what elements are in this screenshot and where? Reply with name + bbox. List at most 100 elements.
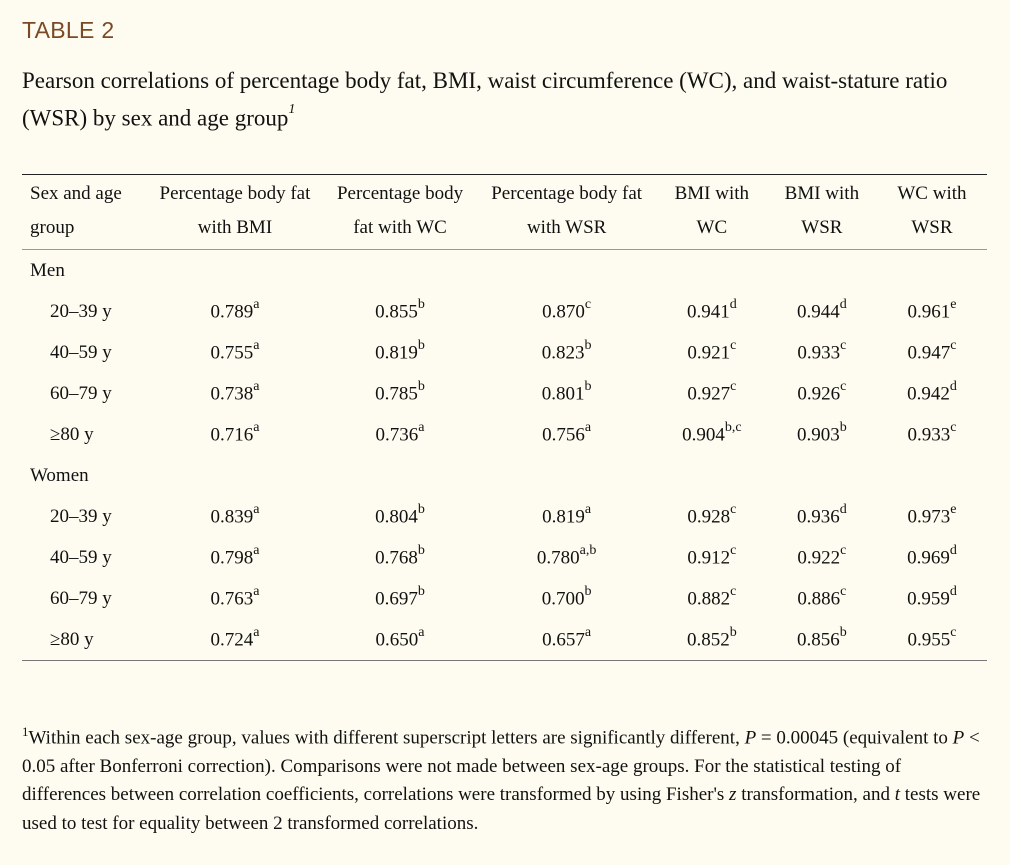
- correlation-value: 0.928: [687, 506, 731, 528]
- correlation-cell: 0.804b: [324, 496, 477, 537]
- correlation-value: 0.819: [375, 342, 418, 364]
- correlation-cell: 0.903b: [767, 414, 877, 455]
- significance-letter: b: [584, 379, 592, 395]
- significance-letter: d: [839, 502, 847, 518]
- correlation-cell: 0.856b: [767, 619, 877, 661]
- age-group-cell: 40–59 y: [50, 546, 112, 568]
- header-row: Sex and age group Percentage body fat wi…: [22, 174, 987, 250]
- correlation-value: 0.882: [687, 588, 731, 610]
- correlation-value: 0.819: [542, 506, 585, 528]
- caption-text: Pearson correlations of percentage body …: [22, 68, 948, 131]
- correlation-value: 0.657: [542, 629, 585, 651]
- significance-letter: a: [253, 420, 260, 436]
- col-header-sex-age: Sex and age group: [30, 183, 122, 238]
- correlation-value: 0.716: [210, 424, 254, 446]
- footnote-text: = 0.00045 (equivalent to: [756, 727, 953, 749]
- significance-letter: a: [418, 625, 425, 641]
- significance-letter: c: [950, 420, 957, 436]
- significance-letter: c: [730, 338, 737, 354]
- correlation-cell: 0.755a: [146, 332, 323, 373]
- significance-letter: b: [417, 297, 425, 313]
- correlation-cell: 0.961e: [877, 291, 987, 332]
- correlation-cell: 0.927c: [657, 373, 767, 414]
- table-caption: Pearson correlations of percentage body …: [22, 64, 982, 135]
- table-row: 40–59 y 0.755a 0.819b 0.823b 0.921c 0.933c 0.9…: [22, 332, 987, 373]
- col-header-wc-wsr: WC with WSR: [897, 183, 967, 238]
- correlation-cell: 0.944d: [767, 291, 877, 332]
- significance-letter: c: [950, 338, 957, 354]
- correlation-cell: 0.882c: [657, 578, 767, 619]
- table-body: Men 20–39 y 0.789a 0.855b 0.870c 0.941d 0.944d…: [22, 250, 987, 661]
- caption-footnote-mark[interactable]: 1: [288, 102, 296, 117]
- significance-letter: b: [729, 625, 737, 641]
- correlation-cell: 0.819b: [324, 332, 477, 373]
- correlation-value: 0.944: [797, 301, 840, 323]
- group-row: Women: [22, 455, 987, 496]
- table-footnote: 1Within each sex-age group, values with …: [22, 718, 982, 838]
- correlation-cell: 0.926c: [767, 373, 877, 414]
- correlation-value: 0.933: [907, 424, 951, 446]
- correlation-cell: 0.657a: [476, 619, 656, 661]
- correlation-value: 0.785: [375, 383, 418, 405]
- group-row: Men: [22, 250, 987, 292]
- significance-letter: b,c: [724, 420, 742, 436]
- significance-letter: b: [839, 625, 847, 641]
- significance-letter: d: [949, 584, 957, 600]
- correlation-value: 0.955: [907, 629, 951, 651]
- correlation-value: 0.904: [682, 424, 725, 446]
- footnote-text: < 0.05 after Bonferroni correction). Com…: [22, 727, 980, 806]
- correlation-value: 0.922: [797, 547, 841, 569]
- correlation-cell: 0.955c: [877, 619, 987, 661]
- correlation-cell: 0.933c: [767, 332, 877, 373]
- table-label: TABLE 2: [22, 17, 115, 43]
- significance-letter: d: [839, 297, 847, 313]
- age-group-cell: ≥80 y: [50, 628, 94, 650]
- significance-letter: d: [949, 379, 957, 395]
- table-row: 40–59 y 0.798a 0.768b 0.780a,b 0.912c 0.922c 0…: [22, 537, 987, 578]
- correlation-value: 0.756: [542, 424, 585, 446]
- correlation-cell: 0.736a: [324, 414, 477, 455]
- significance-letter: c: [730, 543, 737, 559]
- significance-letter: b: [584, 338, 592, 354]
- significance-letter: b: [417, 543, 425, 559]
- col-header-pbf-bmi: Percentage body fat with BMI: [159, 183, 311, 238]
- correlation-value: 0.736: [375, 424, 419, 446]
- correlation-cell: 0.700b: [476, 578, 656, 619]
- footnote-italic-z: z: [729, 784, 737, 806]
- significance-letter: a: [253, 297, 260, 313]
- correlation-cell: 0.823b: [476, 332, 656, 373]
- correlation-cell: 0.912c: [657, 537, 767, 578]
- age-group-cell: 20–39 y: [50, 300, 112, 322]
- table-row: 20–39 y 0.789a 0.855b 0.870c 0.941d 0.944d 0.9…: [22, 291, 987, 332]
- significance-letter: b: [417, 584, 425, 600]
- correlation-value: 0.789: [210, 301, 254, 323]
- correlation-cell: 0.904b,c: [657, 414, 767, 455]
- age-group-cell: ≥80 y: [50, 423, 94, 445]
- correlation-cell: 0.801b: [476, 373, 656, 414]
- footnote-text: Within each sex-age group, values with d…: [28, 727, 745, 749]
- col-header-pbf-wsr: Percentage body fat with WSR: [491, 183, 643, 238]
- table-row: 20–39 y 0.839a 0.804b 0.819a 0.928c 0.936d 0.9…: [22, 496, 987, 537]
- significance-letter: b: [417, 502, 425, 518]
- col-header-bmi-wsr: BMI with WSR: [784, 183, 860, 238]
- significance-letter: e: [950, 297, 957, 313]
- significance-letter: a: [253, 584, 260, 600]
- group-label: Men: [30, 259, 65, 281]
- age-group-cell: 60–79 y: [50, 587, 112, 609]
- correlation-cell: 0.969d: [877, 537, 987, 578]
- significance-letter: a: [253, 502, 260, 518]
- correlation-cell: 0.716a: [146, 414, 323, 455]
- significance-letter: c: [950, 625, 957, 641]
- correlation-value: 0.650: [375, 629, 419, 651]
- correlation-cell: 0.763a: [146, 578, 323, 619]
- correlation-value: 0.959: [907, 588, 950, 610]
- correlation-cell: 0.973e: [877, 496, 987, 537]
- correlation-cell: 0.819a: [476, 496, 656, 537]
- correlation-cell: 0.839a: [146, 496, 323, 537]
- correlation-value: 0.798: [210, 547, 254, 569]
- correlation-value: 0.961: [907, 301, 951, 323]
- correlation-cell: 0.936d: [767, 496, 877, 537]
- correlation-cell: 0.855b: [324, 291, 477, 332]
- correlation-value: 0.804: [375, 506, 418, 528]
- significance-letter: a: [253, 379, 260, 395]
